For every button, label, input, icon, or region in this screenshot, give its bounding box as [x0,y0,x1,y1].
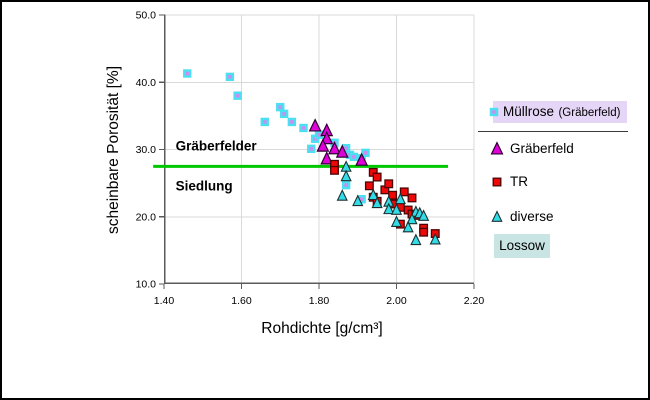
legend-footer-lossow: Lossow [494,234,550,258]
data-point [394,192,407,205]
legend-label-muellrose-suffix: (Gräberfeld) [558,107,621,119]
data-point [399,187,409,197]
data-point [429,232,441,245]
data-point [417,209,430,221]
data-point [491,210,503,222]
data-point [307,144,316,154]
data-point [390,203,403,215]
data-point [328,141,341,155]
data-point [490,141,504,155]
data-point [407,193,417,203]
data-point [287,117,297,127]
legend-label-muellrose: Müllrose [503,104,555,119]
x-tick-label: 1.60 [231,295,252,307]
legend-label-diverse: diverse [510,209,554,224]
data-point [316,138,330,152]
y-axis-title: scheinbare Porosität [%] [105,65,122,235]
data-point [492,177,502,187]
diverse-triangle-icon [491,210,503,222]
data-point [388,190,398,200]
data-point [402,220,414,233]
data-point [384,179,394,189]
data-point [320,151,334,165]
data-point [349,152,359,162]
data-point [352,194,364,207]
data-point [341,180,351,190]
data-point [276,102,285,112]
legend-item-muellrose: Müllrose (Gräberfeld) [493,101,627,123]
data-point [225,72,235,82]
plot-area: 1.40 1.60 1.80 2.00 2.20 50.0 40.0 30.0 20.0 10.0… [136,10,485,307]
data-point [335,144,349,158]
data-point [299,123,308,133]
series-diverse [336,160,441,246]
legend-label-tr: TR [510,174,528,189]
y-tick-label: 50.0 [136,10,157,22]
data-point [336,189,348,201]
data-point [419,227,429,237]
y-tick-label: 10.0 [136,279,157,291]
x-tick-label: 1.40 [154,295,175,307]
data-point [372,172,382,182]
data-point [355,152,369,166]
data-point [340,169,352,182]
data-point [361,148,370,158]
data-point [410,233,422,246]
data-point [330,165,339,175]
data-point [233,91,242,100]
y-tick-label: 20.0 [136,211,157,223]
data-point [367,188,379,201]
data-point [406,212,418,225]
legend-label-graeberfeld: Gräberfeld [510,141,574,156]
data-point [183,69,192,78]
data-point [260,117,269,127]
tr-square-icon [492,177,502,187]
muellrose-square-icon [489,107,499,117]
annotation-graeberfelder: Gräberfelder [175,138,257,154]
data-point [371,196,383,209]
data-point [489,107,499,117]
x-axis-title: Rohdichte [g/cm³] [261,320,383,337]
x-tick-label: 2.20 [464,295,485,307]
x-tick-label: 2.00 [386,295,407,307]
scatter-plot: 1.40 1.60 1.80 2.00 2.20 50.0 40.0 30.0 20.0 10.0 [136,10,485,307]
y-tick-label: 30.0 [136,144,157,156]
series-Gräberfeld [308,118,369,166]
data-point [308,118,322,132]
data-point [364,181,374,191]
legend-divider [478,131,628,133]
data-point [390,215,403,227]
x-tick-label: 1.80 [309,295,330,307]
y-tick-label: 40.0 [136,77,157,89]
data-point [383,202,395,215]
annotation-siedlung: Siedlung [175,178,233,194]
data-point [279,109,289,119]
graeberfeld-triangle-icon [490,141,504,155]
